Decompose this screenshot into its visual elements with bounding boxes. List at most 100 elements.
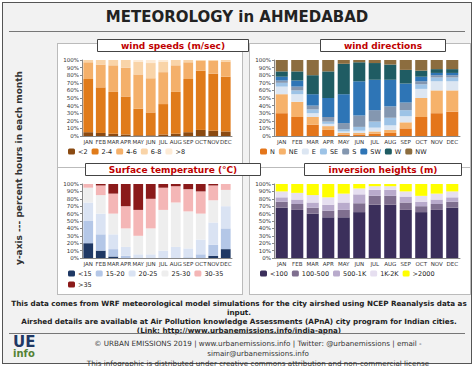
svg-text:10%: 10% <box>67 248 79 254</box>
svg-text:SE: SE <box>330 148 338 156</box>
svg-text:S: S <box>352 148 356 156</box>
svg-text:80%: 80% <box>259 72 271 78</box>
svg-text:70%: 70% <box>259 80 271 86</box>
svg-text:APR: APR <box>120 139 131 145</box>
svg-text:MAY: MAY <box>133 139 145 145</box>
svg-text:10%: 10% <box>259 248 271 254</box>
svg-text:10%: 10% <box>259 125 271 131</box>
svg-text:SW: SW <box>370 148 381 156</box>
svg-text:AUG: AUG <box>170 139 182 145</box>
svg-text:FEB: FEB <box>96 139 107 145</box>
svg-text:APR: APR <box>323 139 334 145</box>
svg-text:APR: APR <box>120 261 131 267</box>
svg-text:4-6: 4-6 <box>126 148 137 156</box>
svg-text:60%: 60% <box>67 87 79 93</box>
svg-text:40%: 40% <box>67 103 79 109</box>
svg-text:OCT: OCT <box>415 139 427 145</box>
svg-text:DEC: DEC <box>446 139 458 145</box>
svg-text:20%: 20% <box>259 240 271 246</box>
svg-text:JAN: JAN <box>276 261 286 268</box>
svg-text:25-30: 25-30 <box>171 270 190 278</box>
svg-text:50%: 50% <box>67 218 79 224</box>
svg-text:DEC: DEC <box>220 261 232 267</box>
svg-text:NW: NW <box>415 148 427 156</box>
svg-text:NE: NE <box>289 148 298 156</box>
svg-text:Surface temperature (°C): Surface temperature (°C) <box>109 165 237 175</box>
svg-text:<2: <2 <box>78 148 88 156</box>
svg-text:>8: >8 <box>175 148 185 156</box>
svg-text:>35: >35 <box>78 281 92 289</box>
svg-text:JUN: JUN <box>145 261 156 268</box>
svg-text:70%: 70% <box>67 203 79 209</box>
svg-text:AUG: AUG <box>170 261 182 267</box>
svg-text:MAY: MAY <box>133 261 145 267</box>
svg-text:70%: 70% <box>67 80 79 86</box>
svg-text:NOV: NOV <box>207 139 219 145</box>
svg-text:80%: 80% <box>67 72 79 78</box>
svg-text:2-4: 2-4 <box>102 148 113 156</box>
svg-text:<100: <100 <box>270 270 288 278</box>
svg-text:W: W <box>395 148 402 156</box>
svg-text:MAR: MAR <box>307 261 320 267</box>
svg-text:MAY: MAY <box>338 139 350 145</box>
svg-text:MAY: MAY <box>338 261 350 267</box>
svg-text:wind speeds (m/sec): wind speeds (m/sec) <box>121 41 225 51</box>
svg-text:SEP: SEP <box>401 261 412 267</box>
svg-text:100%: 100% <box>63 57 79 63</box>
svg-text:90%: 90% <box>259 188 271 194</box>
svg-text:NOV: NOV <box>431 261 443 267</box>
svg-text:SEP: SEP <box>401 139 412 145</box>
svg-text:30%: 30% <box>67 233 79 239</box>
svg-text:0%: 0% <box>70 255 79 261</box>
svg-text:40%: 40% <box>259 103 271 109</box>
svg-text:N: N <box>270 148 275 156</box>
svg-text:80%: 80% <box>259 196 271 202</box>
svg-text:JUN: JUN <box>353 261 364 268</box>
svg-text:APR: APR <box>323 261 334 267</box>
svg-text:20%: 20% <box>67 240 79 246</box>
svg-text:OCT: OCT <box>195 261 207 267</box>
svg-text:500-1K: 500-1K <box>343 270 367 278</box>
svg-text:100-500: 100-500 <box>302 270 329 278</box>
svg-text:FEB: FEB <box>292 139 303 145</box>
svg-text:JUN: JUN <box>353 139 364 146</box>
svg-text:20-25: 20-25 <box>139 270 158 278</box>
svg-text:OCT: OCT <box>195 139 207 145</box>
svg-text:30-35: 30-35 <box>204 270 223 278</box>
svg-text:<15: <15 <box>78 270 92 278</box>
svg-text:MAR: MAR <box>107 261 120 267</box>
svg-text:30%: 30% <box>67 110 79 116</box>
svg-text:AUG: AUG <box>384 261 396 267</box>
svg-text:JAN: JAN <box>83 261 93 268</box>
svg-text:0%: 0% <box>262 133 271 139</box>
svg-text:JUL: JUL <box>369 261 380 268</box>
svg-text:20%: 20% <box>259 118 271 124</box>
svg-text:40%: 40% <box>259 225 271 231</box>
svg-text:MAR: MAR <box>107 139 120 145</box>
svg-text:JAN: JAN <box>83 139 93 146</box>
svg-text:DEC: DEC <box>220 139 232 145</box>
svg-text:inversion heights (m): inversion heights (m) <box>329 165 438 175</box>
svg-text:AUG: AUG <box>384 139 396 145</box>
svg-text:30%: 30% <box>259 233 271 239</box>
svg-text:30%: 30% <box>259 110 271 116</box>
svg-text:80%: 80% <box>67 196 79 202</box>
svg-text:wind directions: wind directions <box>344 41 422 51</box>
svg-text:DEC: DEC <box>446 261 458 267</box>
svg-text:90%: 90% <box>67 188 79 194</box>
svg-text:100%: 100% <box>255 57 271 63</box>
svg-text:40%: 40% <box>67 225 79 231</box>
svg-text:JAN: JAN <box>276 139 286 146</box>
svg-text:E: E <box>312 148 316 156</box>
svg-text:50%: 50% <box>259 218 271 224</box>
svg-text:6-8: 6-8 <box>151 148 162 156</box>
svg-text:JUL: JUL <box>158 261 169 268</box>
svg-text:SEP: SEP <box>183 139 194 145</box>
svg-text:90%: 90% <box>67 65 79 71</box>
svg-text:100%: 100% <box>255 181 271 187</box>
svg-text:>2000: >2000 <box>413 270 435 278</box>
svg-text:FEB: FEB <box>292 261 303 267</box>
svg-text:50%: 50% <box>259 95 271 101</box>
svg-text:20%: 20% <box>67 118 79 124</box>
svg-text:60%: 60% <box>259 87 271 93</box>
